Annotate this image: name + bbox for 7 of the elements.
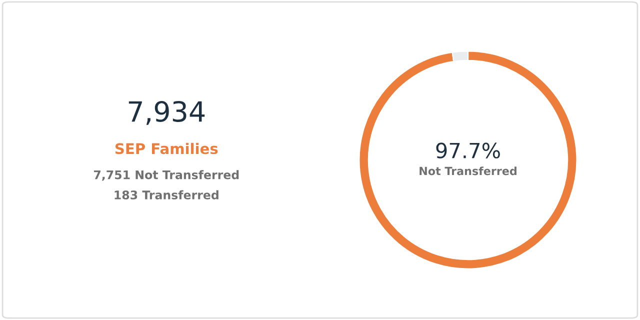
text: 7,751 Not Transferred [94, 170, 239, 181]
text: Not Transferred [420, 166, 516, 176]
text: 97.7% [436, 142, 500, 158]
text: SEP Families [115, 142, 218, 154]
donut-slice [358, 50, 578, 270]
text: 7,934 [128, 100, 205, 125]
text: 183 Transferred [114, 190, 218, 200]
